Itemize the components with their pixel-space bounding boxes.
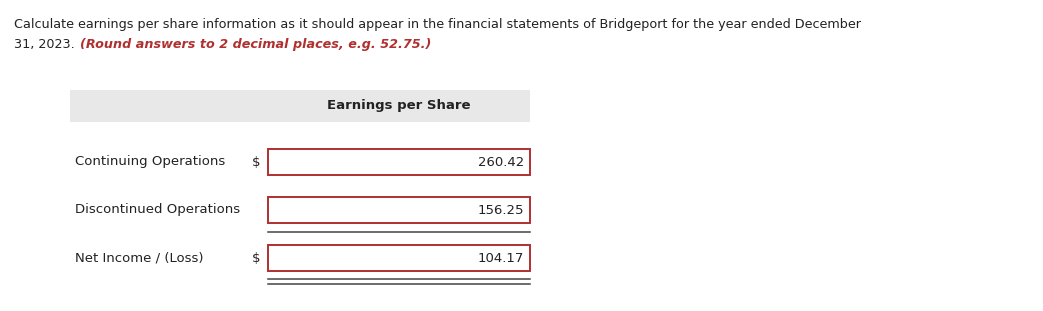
Text: Calculate earnings per share information as it should appear in the financial st: Calculate earnings per share information…: [14, 18, 862, 31]
Text: $: $: [251, 252, 260, 264]
Text: 260.42: 260.42: [478, 156, 524, 169]
FancyBboxPatch shape: [268, 149, 530, 175]
FancyBboxPatch shape: [268, 197, 530, 223]
FancyBboxPatch shape: [268, 245, 530, 271]
Text: Earnings per Share: Earnings per Share: [328, 100, 470, 113]
FancyBboxPatch shape: [70, 90, 530, 122]
Text: $: $: [251, 156, 260, 169]
Text: 156.25: 156.25: [478, 203, 524, 216]
Text: 104.17: 104.17: [478, 252, 524, 264]
Text: 31, 2023.: 31, 2023.: [14, 38, 79, 51]
Text: Continuing Operations: Continuing Operations: [75, 156, 225, 169]
Text: Net Income / (Loss): Net Income / (Loss): [75, 252, 203, 264]
Text: Discontinued Operations: Discontinued Operations: [75, 203, 240, 216]
Text: (Round answers to 2 decimal places, e.g. 52.75.): (Round answers to 2 decimal places, e.g.…: [80, 38, 432, 51]
